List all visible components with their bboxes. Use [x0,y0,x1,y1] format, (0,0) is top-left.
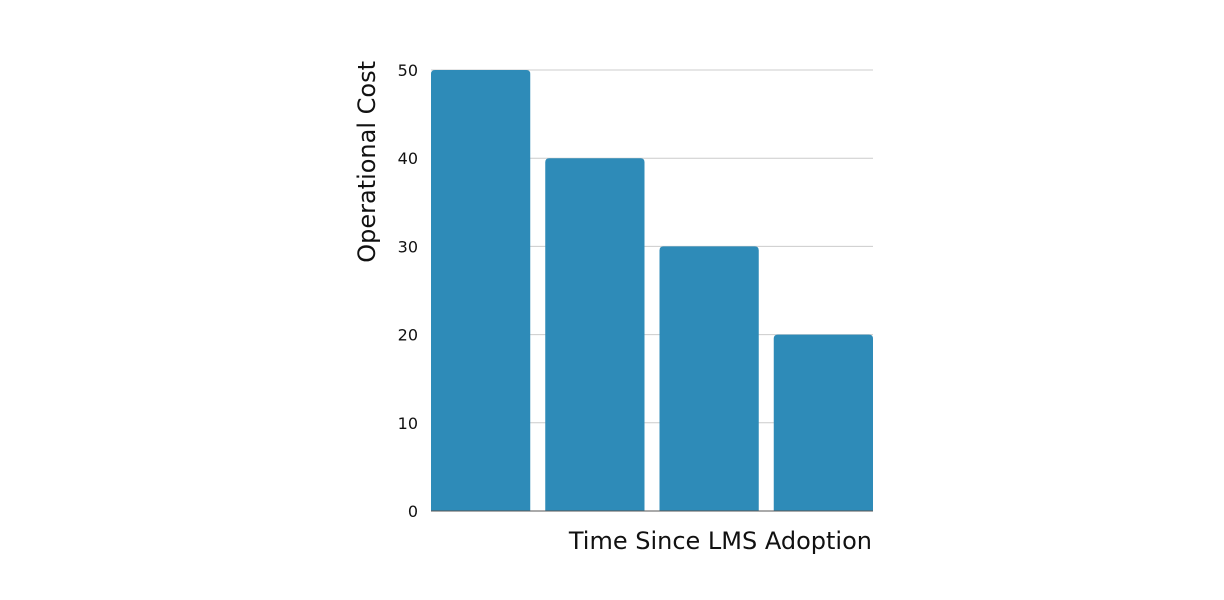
bar [545,158,645,511]
bars [431,70,873,511]
y-tick-label: 50 [398,61,418,80]
y-tick-labels: 0 10 20 30 40 50 [398,61,418,521]
x-axis-title: Time Since LMS Adoption [568,527,872,555]
bar [773,334,873,511]
y-axis-title: Operational Cost [353,61,381,263]
bar [659,246,759,511]
y-tick-label: 10 [398,414,418,433]
y-tick-label: 20 [398,326,418,345]
y-tick-label: 40 [398,149,418,168]
y-tick-label: 0 [408,502,418,521]
bar [431,70,531,511]
y-tick-label: 30 [398,237,418,256]
